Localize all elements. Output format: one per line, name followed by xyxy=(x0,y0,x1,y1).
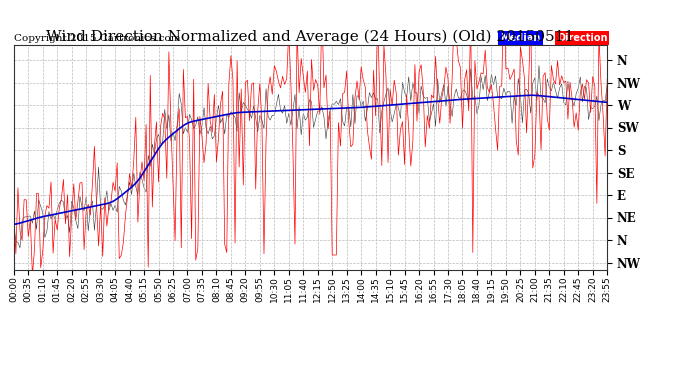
Text: Median: Median xyxy=(500,33,541,43)
Title: Wind Direction Normalized and Average (24 Hours) (Old) 20150511: Wind Direction Normalized and Average (2… xyxy=(46,30,575,44)
Text: Copyright 2015 Cartronics.com: Copyright 2015 Cartronics.com xyxy=(14,34,180,43)
Text: Direction: Direction xyxy=(557,33,607,43)
